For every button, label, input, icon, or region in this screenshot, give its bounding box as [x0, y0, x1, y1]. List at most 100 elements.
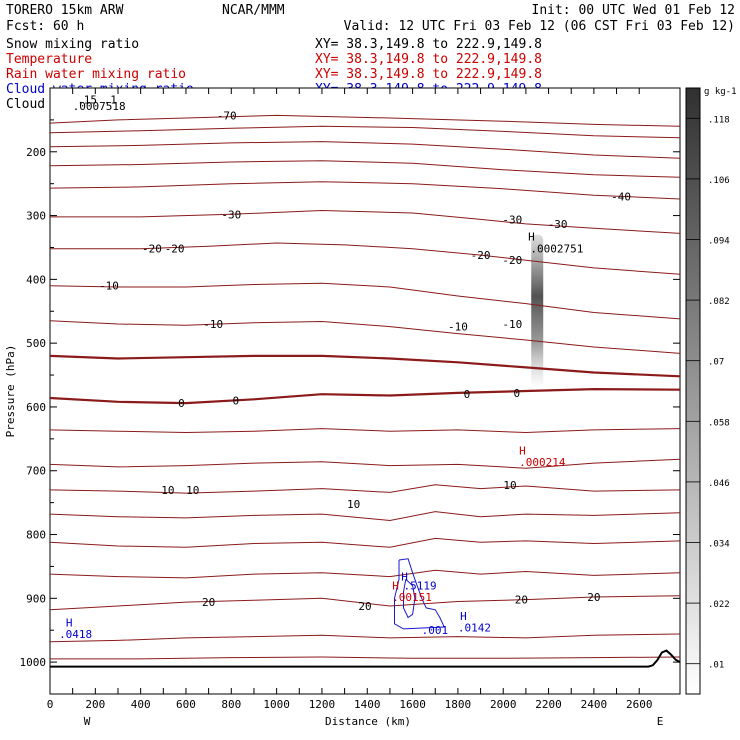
x-tick-label: 1800: [445, 698, 472, 711]
temperature-label: 10: [186, 484, 199, 497]
y-tick-label: 700: [26, 465, 46, 478]
colorbar-tick-label: .034: [708, 540, 730, 550]
y-tick-label: 200: [26, 146, 46, 159]
temperature-contour: [49, 320, 681, 354]
x-axis-label: Distance (km): [325, 715, 411, 728]
temperature-label: -20: [471, 249, 491, 262]
field-label: Snow mixing ratio: [6, 37, 139, 52]
x-tick-label: 400: [131, 698, 151, 711]
extremum-label: .001: [422, 624, 449, 637]
field-xy: XY= 38.3,149.8 to 222.9,149.8: [315, 67, 542, 82]
extremum-label: .15 .1: [77, 93, 117, 106]
field-xy: XY= 38.3,149.8 to 222.9,149.8: [315, 37, 542, 52]
plot-frame: [49, 87, 681, 695]
temperature-label: -20: [165, 243, 185, 256]
temperature-contour: [50, 656, 681, 660]
colorbar: g kg-1 .01 .022 .034 .046 .058 .07 .082 .094 .10…: [685, 87, 737, 695]
extremum-label: .0418: [59, 628, 92, 641]
temperature-contour: [50, 209, 681, 234]
temperature-contour: [49, 387, 681, 405]
extremum-label: .0007518: [73, 100, 126, 113]
temperature-label: -10: [448, 321, 468, 334]
temperature-contour: [49, 141, 681, 159]
colorbar-tick-label: .022: [708, 600, 730, 610]
x-tick-label: 1000: [263, 698, 290, 711]
snow-plume-shade: [531, 234, 544, 388]
temperature-label: 0: [464, 388, 471, 401]
colorbar-tick-label: .094: [708, 237, 730, 247]
temperature-label: -30: [221, 208, 241, 221]
temperature-contour: [49, 537, 681, 548]
extremum-label: H: [519, 444, 526, 457]
valid-time: Valid: 12 UTC Fri 03 Feb 12 (06 CST Fri …: [344, 19, 735, 34]
x-tick-label: 2400: [581, 698, 608, 711]
extremum-label: H: [460, 610, 467, 623]
temperature-label: -10: [99, 280, 119, 293]
extremum-label: .00151: [392, 591, 432, 604]
west-label: W: [84, 715, 91, 728]
extremum-label: H: [392, 580, 399, 593]
x-tick-label: 2600: [626, 698, 653, 711]
temperature-contour: [50, 242, 681, 275]
temperature-label: 10: [503, 479, 516, 492]
x-axis: 0 200 400 600 800 1000 1200 1400 1600 1800 2000 220…: [47, 88, 653, 711]
colorbar-tick-label: .07: [708, 358, 724, 368]
center-label: NCAR/MMM: [222, 3, 285, 18]
temperature-label: -10: [203, 318, 223, 331]
x-tick-label: 1400: [354, 698, 381, 711]
terrain: [50, 649, 681, 668]
colorbar-tick-label: .118: [708, 115, 730, 125]
temperature-contour: [49, 569, 681, 579]
x-tick-label: 200: [85, 698, 105, 711]
temperature-contour: [49, 595, 681, 611]
temperature-label: -40: [611, 190, 631, 203]
temperature-label: 10: [161, 484, 174, 497]
temperature-label: 20: [358, 600, 371, 613]
temperature-label: -20: [502, 254, 522, 267]
extremum-label: .000214: [519, 456, 566, 469]
temperature-label: 10: [347, 498, 360, 511]
temperature-label: -20: [142, 243, 162, 256]
cloud-water-contours: [394, 558, 446, 630]
temperature-contour: [49, 114, 681, 127]
cloud-water-contour: [403, 578, 416, 619]
y-tick-label: 400: [26, 273, 46, 286]
temperature-contour: [49, 511, 681, 522]
y-tick-label: 300: [26, 210, 46, 223]
y-tick-label: 900: [26, 592, 46, 605]
cloud-water-contour: [394, 558, 446, 630]
temperature-contour: [49, 354, 681, 378]
extremum-label: .0002751: [530, 243, 583, 256]
colorbar-unit: g kg-1: [704, 87, 737, 97]
east-label: E: [657, 715, 664, 728]
x-tick-label: 1200: [309, 698, 336, 711]
colorbar-tick-label: .058: [708, 418, 730, 428]
field-xy: XY= 38.3,149.8 to 222.9,149.8: [315, 52, 542, 67]
y-tick-label: 500: [26, 337, 46, 350]
temperature-contour: [49, 160, 681, 178]
model-title: TORERO 15km ARW: [6, 3, 124, 18]
temperature-contour: [49, 633, 681, 643]
temperature-contour: [49, 181, 681, 200]
forecast-hour: Fcst: 60 h: [6, 19, 84, 34]
extremum-label: H: [66, 617, 73, 630]
x-tick-label: 600: [176, 698, 196, 711]
colorbar-tick-label: .082: [708, 297, 730, 307]
plot-area: -70-40-30 -30 -30-20 -20 -20 -20-10-10 -10 -100…: [49, 87, 681, 695]
x-tick-label: 800: [221, 698, 241, 711]
temperature-contour: [49, 125, 681, 139]
x-tick-label: 0: [47, 698, 54, 711]
y-tick-label: 800: [26, 529, 46, 542]
temperature-contours: [49, 114, 681, 660]
temperature-label: 0: [514, 387, 521, 400]
temperature-label: 20: [515, 594, 528, 607]
field-label: Temperature: [6, 52, 92, 67]
colorbar-tick-label: .01: [708, 661, 724, 671]
extremum-label: H: [401, 571, 408, 584]
init-time: Init: 00 UTC Wed 01 Feb 12: [532, 3, 736, 18]
temperature-contour: [49, 428, 681, 434]
temperature-label: 20: [202, 596, 215, 609]
field-label: Rain water mixing ratio: [6, 67, 186, 82]
